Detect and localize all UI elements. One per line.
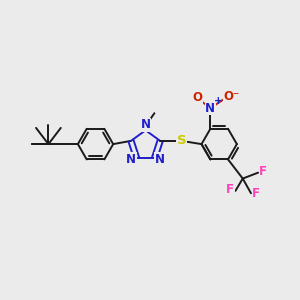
Text: N: N (141, 118, 151, 131)
Text: O: O (192, 92, 202, 104)
Text: F: F (226, 183, 234, 196)
Text: F: F (260, 165, 267, 178)
Text: N: N (126, 153, 136, 166)
Text: O⁻: O⁻ (224, 90, 240, 103)
Text: N: N (206, 102, 215, 115)
Text: +: + (214, 95, 222, 106)
Text: F: F (252, 188, 260, 200)
Text: S: S (176, 134, 186, 147)
Text: N: N (155, 153, 165, 166)
